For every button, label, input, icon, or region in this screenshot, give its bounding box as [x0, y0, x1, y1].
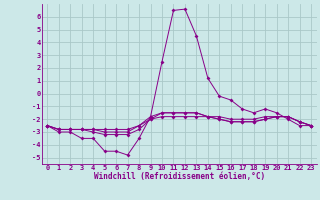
X-axis label: Windchill (Refroidissement éolien,°C): Windchill (Refroidissement éolien,°C) [94, 172, 265, 181]
